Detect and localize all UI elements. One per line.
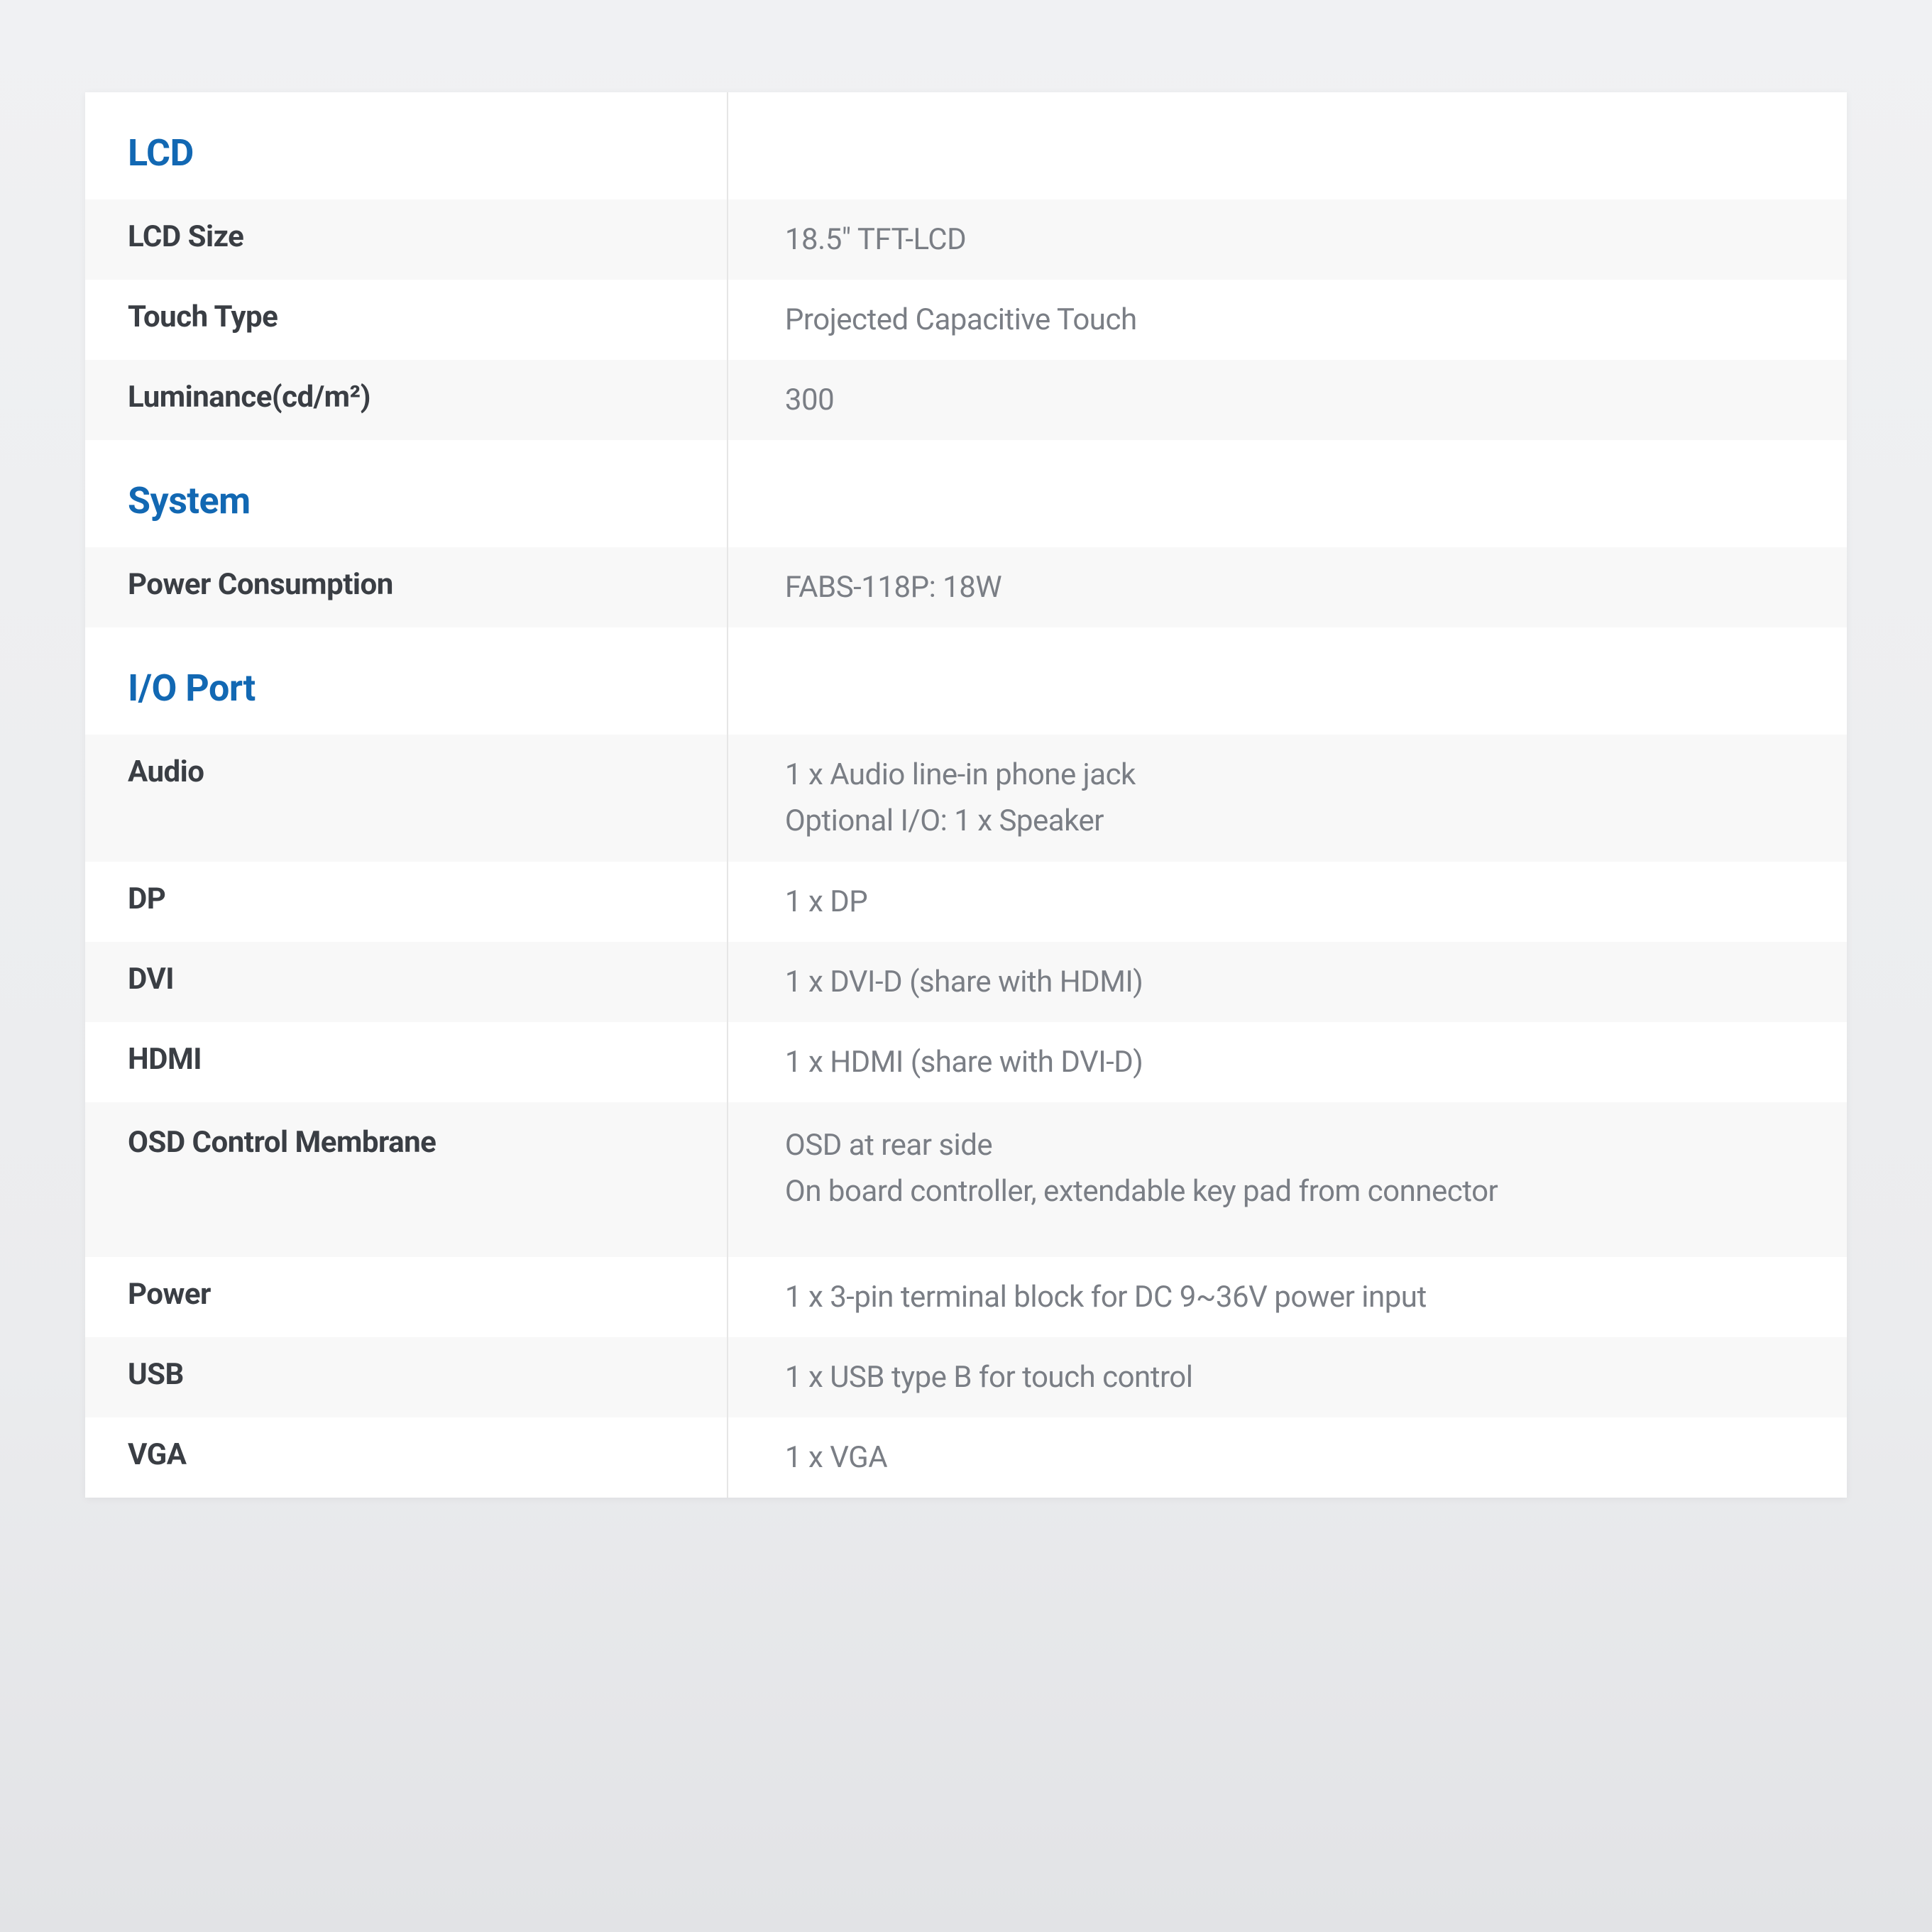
spec-label: Touch Type	[128, 297, 278, 339]
spec-value: FABS-118P: 18W	[785, 564, 1001, 610]
spec-value: 1 x DP	[785, 879, 867, 925]
spec-row: Luminance(cd/m²) 300	[85, 360, 1847, 440]
spec-label: Audio	[128, 752, 204, 794]
section-header: I/O Port	[85, 627, 1847, 735]
spec-label: DVI	[128, 959, 174, 1001]
spec-label: Power Consumption	[128, 564, 393, 606]
spec-value: 1 x DVI-D (share with HDMI)	[785, 959, 1143, 1005]
spec-value: 300	[785, 377, 834, 423]
spec-label: OSD Control Membrane	[128, 1122, 436, 1164]
spec-value: 1 x Audio line-in phone jack Optional I/…	[785, 752, 1136, 844]
spec-row: VGA 1 x VGA	[85, 1417, 1847, 1498]
spec-row: USB 1 x USB type B for touch control	[85, 1337, 1847, 1417]
spec-label: DP	[128, 879, 165, 921]
spec-label: Power	[128, 1274, 211, 1316]
spec-row: HDMI 1 x HDMI (share with DVI-D)	[85, 1022, 1847, 1102]
spec-row: DVI 1 x DVI-D (share with HDMI)	[85, 942, 1847, 1022]
section-title: LCD	[128, 131, 194, 175]
spec-label: HDMI	[128, 1039, 202, 1081]
spec-value: Projected Capacitive Touch	[785, 297, 1137, 343]
spec-row: OSD Control Membrane OSD at rear side On…	[85, 1102, 1847, 1257]
spec-label: USB	[128, 1354, 184, 1396]
spec-row: Power 1 x 3-pin terminal block for DC 9~…	[85, 1257, 1847, 1337]
spec-label: LCD Size	[128, 216, 243, 258]
section-header: System	[85, 440, 1847, 547]
section-title: System	[128, 479, 251, 522]
spec-value: 1 x HDMI (share with DVI-D)	[785, 1039, 1143, 1085]
spec-row: DP 1 x DP	[85, 862, 1847, 942]
spec-table: LCD LCD Size 18.5" TFT-LCD Touch Type Pr…	[85, 92, 1847, 1498]
spec-label: VGA	[128, 1434, 187, 1476]
spec-value: 1 x 3-pin terminal block for DC 9~36V po…	[785, 1274, 1427, 1320]
spec-value: 1 x VGA	[785, 1434, 887, 1481]
spec-value: 18.5" TFT-LCD	[785, 216, 966, 263]
spec-row: Touch Type Projected Capacitive Touch	[85, 280, 1847, 360]
spec-label: Luminance(cd/m²)	[128, 377, 371, 419]
spec-value: OSD at rear side On board controller, ex…	[785, 1122, 1498, 1214]
spec-row: LCD Size 18.5" TFT-LCD	[85, 199, 1847, 280]
spec-row: Audio 1 x Audio line-in phone jack Optio…	[85, 735, 1847, 861]
section-title: I/O Port	[128, 666, 256, 710]
spec-value: 1 x USB type B for touch control	[785, 1354, 1193, 1400]
section-header: LCD	[85, 92, 1847, 199]
spec-row: Power Consumption FABS-118P: 18W	[85, 547, 1847, 627]
